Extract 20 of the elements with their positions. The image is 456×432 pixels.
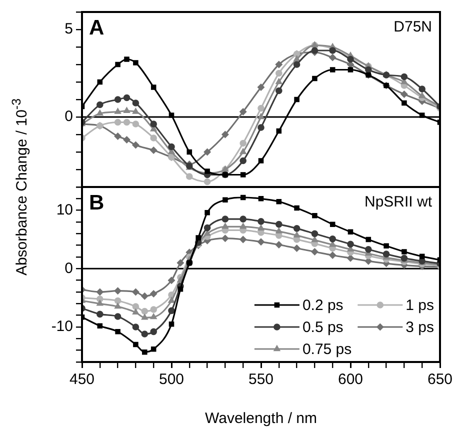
x-axis-title: Wavelength / nm — [205, 410, 317, 428]
y-tick-label: 0 — [64, 108, 73, 126]
x-tick-label: 550 — [248, 371, 274, 388]
y-tick-label: 10 — [56, 201, 73, 218]
x-tick-label: 600 — [338, 371, 364, 388]
annotation: B — [89, 191, 104, 214]
y-tick-label: 5 — [64, 20, 73, 38]
legend-label: 1 ps — [406, 297, 434, 314]
x-tick-label: 500 — [158, 371, 184, 388]
legend-label: 0.5 ps — [302, 319, 344, 336]
y-tick-label: 0 — [64, 260, 73, 277]
legend-label: 3 ps — [406, 319, 434, 336]
x-tick-label: 650 — [427, 371, 453, 388]
y-tick-label: -10 — [51, 318, 73, 336]
annotation: A — [89, 16, 104, 40]
annotation: NpSRII wt — [364, 194, 433, 211]
legend-label: 0.75 ps — [302, 341, 352, 358]
annotation: D75N — [394, 18, 432, 36]
x-tick-label: 450 — [69, 371, 95, 388]
legend-label: 0.2 ps — [302, 297, 344, 314]
